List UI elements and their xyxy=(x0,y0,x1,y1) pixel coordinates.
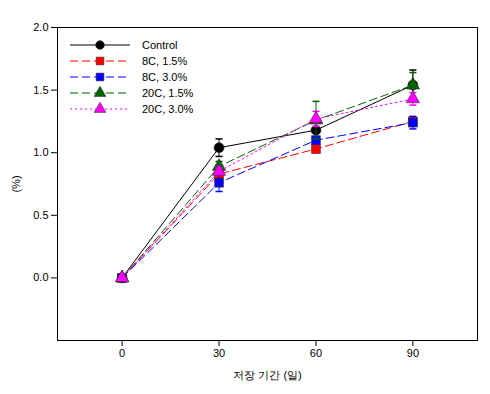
svg-text:1.0: 1.0 xyxy=(33,146,48,158)
svg-text:30: 30 xyxy=(213,347,225,359)
svg-text:8C, 1.5%: 8C, 1.5% xyxy=(142,55,187,67)
svg-text:0: 0 xyxy=(119,347,125,359)
svg-text:(%): (%) xyxy=(10,175,22,192)
svg-text:0.0: 0.0 xyxy=(33,271,48,283)
svg-text:20C, 3.0%: 20C, 3.0% xyxy=(142,103,194,115)
svg-text:0.5: 0.5 xyxy=(33,209,48,221)
svg-text:60: 60 xyxy=(310,347,322,359)
svg-text:Control: Control xyxy=(142,39,177,51)
svg-text:20C, 1.5%: 20C, 1.5% xyxy=(142,87,194,99)
svg-text:1.5: 1.5 xyxy=(33,84,48,96)
svg-text:90: 90 xyxy=(407,347,419,359)
svg-text:2.0: 2.0 xyxy=(33,21,48,33)
svg-text:저장 기간 (일): 저장 기간 (일) xyxy=(233,369,301,381)
svg-text:8C, 3.0%: 8C, 3.0% xyxy=(142,71,187,83)
